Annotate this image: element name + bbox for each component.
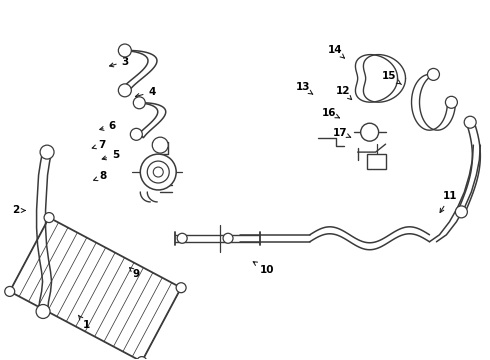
Circle shape <box>223 233 233 243</box>
Text: 4: 4 <box>135 87 156 98</box>
Circle shape <box>147 161 169 183</box>
Circle shape <box>5 287 15 296</box>
FancyBboxPatch shape <box>367 154 386 168</box>
Circle shape <box>36 305 50 319</box>
Circle shape <box>445 96 457 108</box>
Text: 12: 12 <box>336 86 352 100</box>
Circle shape <box>153 167 163 177</box>
Text: 6: 6 <box>100 121 116 131</box>
Circle shape <box>455 206 467 218</box>
Text: 2: 2 <box>12 206 25 216</box>
Text: 1: 1 <box>78 315 90 330</box>
Circle shape <box>177 233 187 243</box>
Polygon shape <box>10 217 181 360</box>
Text: 10: 10 <box>253 262 274 275</box>
Circle shape <box>427 68 440 80</box>
Circle shape <box>40 145 54 159</box>
Circle shape <box>44 212 54 222</box>
Text: 8: 8 <box>94 171 107 181</box>
Circle shape <box>133 97 145 109</box>
Text: 14: 14 <box>328 45 344 58</box>
Circle shape <box>119 44 131 57</box>
Circle shape <box>176 283 186 293</box>
Circle shape <box>361 123 379 141</box>
Text: 11: 11 <box>440 191 458 212</box>
Text: 16: 16 <box>322 108 340 118</box>
Circle shape <box>119 84 131 97</box>
Circle shape <box>137 357 147 360</box>
Circle shape <box>130 129 142 140</box>
Text: 15: 15 <box>382 71 401 85</box>
Text: 7: 7 <box>92 140 106 150</box>
Circle shape <box>152 137 168 153</box>
Circle shape <box>140 154 176 190</box>
Text: 5: 5 <box>102 150 119 160</box>
Circle shape <box>464 116 476 128</box>
Text: 17: 17 <box>333 128 351 138</box>
Text: 3: 3 <box>110 57 129 67</box>
Text: 9: 9 <box>129 267 140 279</box>
Text: 13: 13 <box>295 82 313 94</box>
